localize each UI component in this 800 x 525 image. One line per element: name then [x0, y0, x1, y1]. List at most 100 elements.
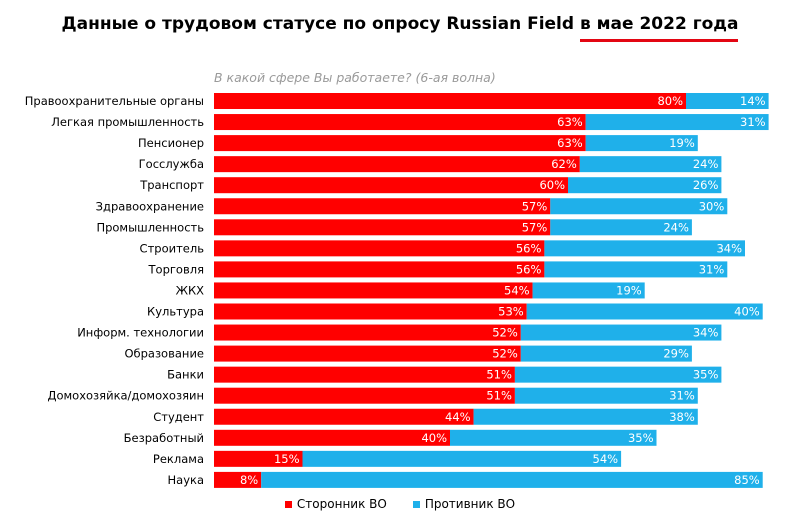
bar-support — [214, 387, 515, 404]
bar-support — [214, 156, 580, 173]
data-label-oppose: 14% — [740, 94, 766, 108]
category-label: Банки — [167, 368, 204, 382]
bar-oppose — [686, 93, 769, 109]
data-label-support: 60% — [539, 178, 565, 192]
bar-oppose — [585, 114, 769, 131]
data-label-oppose: 38% — [669, 410, 695, 424]
data-label-support: 80% — [657, 94, 683, 108]
bar-oppose — [544, 261, 728, 278]
bar-support — [214, 219, 551, 236]
title-wrap: Данные о трудовом статусе по опросу Russ… — [0, 14, 800, 42]
data-label-oppose: 31% — [669, 389, 695, 403]
category-label: Реклама — [153, 452, 204, 466]
legend-label-support: Сторонник ВО — [296, 497, 387, 511]
data-label-support: 63% — [557, 115, 583, 129]
bar-support — [214, 345, 521, 362]
data-label-oppose: 19% — [616, 283, 642, 297]
category-label: Образование — [124, 347, 204, 361]
bar-support — [214, 198, 551, 215]
data-label-oppose: 34% — [716, 241, 742, 255]
data-label-oppose: 29% — [663, 347, 689, 361]
category-label: Пенсионер — [138, 136, 204, 150]
data-label-support: 56% — [516, 241, 542, 255]
bar-support — [214, 261, 545, 278]
chart-title-highlight: в мае 2022 года — [579, 14, 739, 42]
data-label-support: 15% — [274, 452, 300, 466]
bar-oppose — [568, 177, 722, 194]
data-label-support: 44% — [445, 410, 471, 424]
bar-support — [214, 303, 527, 320]
chart-subtitle: В какой сфере Вы работаете? (6-ая волна) — [214, 70, 496, 85]
data-label-support: 51% — [486, 368, 512, 382]
data-label-support: 51% — [486, 389, 512, 403]
chart-title: Данные о трудовом статусе по опросу Russ… — [62, 14, 739, 42]
bar-oppose — [450, 429, 657, 446]
data-label-oppose: 40% — [734, 305, 760, 319]
category-label: Строитель — [140, 241, 205, 255]
data-label-support: 57% — [522, 220, 548, 234]
legend-item-support: Сторонник ВО — [284, 497, 387, 511]
category-label: Здравоохранение — [96, 199, 204, 213]
category-label: Легкая промышленность — [51, 115, 204, 129]
category-label: Промышленность — [96, 220, 204, 234]
bar-support — [214, 408, 474, 425]
data-label-oppose: 85% — [734, 473, 760, 487]
data-label-support: 40% — [421, 431, 447, 445]
data-label-oppose: 26% — [693, 178, 719, 192]
category-label: Безработный — [124, 431, 204, 445]
bar-support — [214, 135, 586, 152]
bar-support — [214, 240, 545, 257]
data-label-support: 53% — [498, 305, 524, 319]
bar-oppose — [550, 219, 692, 236]
data-label-support: 54% — [504, 283, 530, 297]
bar-support — [214, 93, 686, 109]
bar-support — [214, 429, 450, 446]
category-label: Студент — [153, 410, 204, 424]
data-label-support: 52% — [492, 347, 518, 361]
data-label-support: 62% — [551, 157, 577, 171]
data-label-oppose: 34% — [693, 326, 719, 340]
bar-oppose — [520, 345, 692, 362]
bar-oppose — [544, 240, 745, 257]
bar-oppose — [473, 408, 698, 425]
bar-support — [214, 282, 533, 299]
data-label-oppose: 31% — [699, 262, 725, 276]
bar-support — [214, 324, 521, 341]
bar-support — [214, 114, 586, 131]
category-label: Правоохранительные органы — [25, 94, 204, 108]
category-label: Транспорт — [139, 178, 204, 192]
bar-oppose — [526, 303, 763, 320]
category-label: ЖКХ — [176, 283, 205, 297]
data-label-support: 63% — [557, 136, 583, 150]
legend-label-oppose: Противник ВО — [424, 497, 516, 511]
bar-oppose — [585, 135, 698, 152]
bar-support — [214, 450, 303, 467]
data-label-support: 56% — [516, 262, 542, 276]
category-label: Наука — [168, 473, 205, 487]
bar-oppose — [261, 471, 763, 488]
category-label: Домохозяйка/домохозяин — [47, 389, 204, 403]
data-label-oppose: 31% — [740, 115, 766, 129]
data-label-oppose: 35% — [628, 431, 654, 445]
bar-oppose — [520, 324, 722, 341]
data-label-oppose: 35% — [693, 368, 719, 382]
bar-oppose — [514, 387, 698, 404]
data-label-oppose: 24% — [693, 157, 719, 171]
bar-support — [214, 177, 568, 194]
legend: Сторонник ВО Противник ВО — [0, 497, 800, 511]
bar-oppose — [532, 282, 645, 299]
category-label: Информ. технологии — [77, 326, 204, 340]
legend-item-oppose: Противник ВО — [412, 497, 516, 511]
data-label-support: 57% — [522, 199, 548, 213]
category-label: Госслужба — [139, 157, 204, 171]
bar-oppose — [302, 450, 622, 467]
data-label-oppose: 24% — [663, 220, 689, 234]
data-label-support: 8% — [240, 473, 258, 487]
bar-support — [214, 366, 515, 383]
data-label-oppose: 30% — [699, 199, 725, 213]
category-label: Культура — [147, 305, 204, 319]
legend-swatch-support — [284, 500, 292, 508]
category-label: Торговля — [148, 262, 204, 276]
bar-support — [214, 471, 262, 488]
